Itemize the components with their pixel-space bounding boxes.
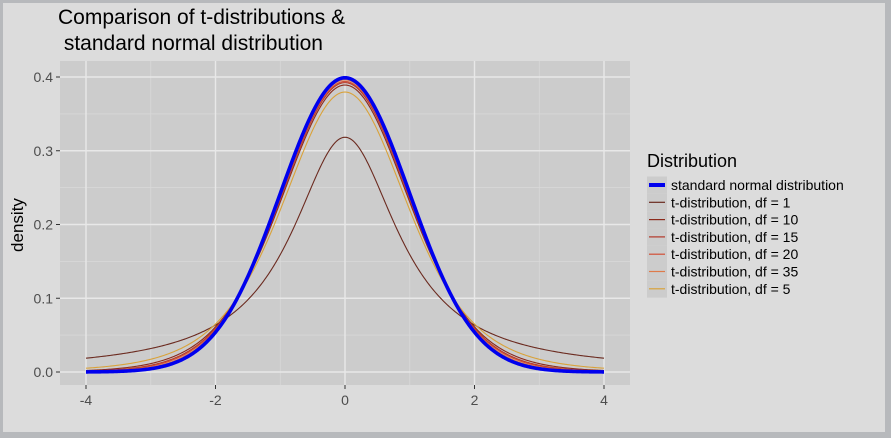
series-line xyxy=(85,80,605,372)
series-line xyxy=(85,82,605,372)
chart-frame: Comparison of t-distributions & standard… xyxy=(3,3,885,432)
y-tick-label: 0.3 xyxy=(34,143,54,159)
y-axis-title: density xyxy=(8,198,27,252)
x-tick-label: 2 xyxy=(471,392,479,408)
series-line xyxy=(85,136,605,359)
legend-label: t-distribution, df = 1 xyxy=(671,194,791,210)
legend-label: t-distribution, df = 20 xyxy=(671,246,798,262)
x-tick-label: -4 xyxy=(80,392,93,408)
legend-label: t-distribution, df = 35 xyxy=(671,264,798,280)
legend-title: Distribution xyxy=(647,151,737,171)
legend: standard normal distributiont-distributi… xyxy=(647,176,844,298)
density-chart: Comparison of t-distributions & standard… xyxy=(8,6,844,408)
legend-label: t-distribution, df = 10 xyxy=(671,212,798,228)
series-line xyxy=(85,91,605,369)
chart-title-line-2: standard normal distribution xyxy=(58,32,323,55)
y-tick-label: 0.4 xyxy=(34,69,54,85)
x-tick-label: 0 xyxy=(341,392,349,408)
y-tick-label: 0.1 xyxy=(34,290,54,306)
legend-label: t-distribution, df = 5 xyxy=(671,281,791,297)
series-line xyxy=(85,75,605,374)
series-lines xyxy=(85,75,605,374)
series-line xyxy=(85,79,605,373)
legend-label: standard normal distribution xyxy=(671,177,844,193)
x-tick-label: -2 xyxy=(209,392,222,408)
chart-title-line-1: Comparison of t-distributions & xyxy=(58,6,345,29)
series-line xyxy=(85,84,605,372)
y-tick-label: 0.2 xyxy=(34,217,54,233)
y-tick-label: 0.0 xyxy=(34,364,54,380)
x-tick-label: 4 xyxy=(600,392,608,408)
legend-label: t-distribution, df = 15 xyxy=(671,229,798,245)
axes: -4 -2 0 2 4 0.0 0.1 0.2 0.3 0.4 xyxy=(34,69,609,408)
